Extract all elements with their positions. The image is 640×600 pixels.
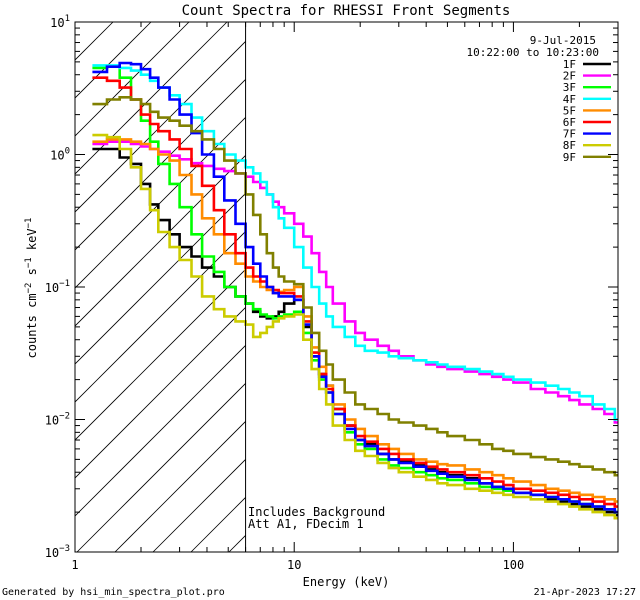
annotation-background: Includes Background bbox=[248, 505, 385, 519]
hatch-line-15 bbox=[114, 420, 246, 552]
y-label-sup-2: −1 bbox=[24, 257, 34, 268]
hatch-line-12 bbox=[75, 306, 246, 479]
hatch-line-3 bbox=[75, 22, 190, 137]
y-tick-label-0: 10−3 bbox=[45, 544, 70, 560]
y-tick-label-2: 10−1 bbox=[45, 279, 70, 295]
y-label-sup-1: −2 bbox=[24, 283, 34, 294]
legend-label-9f: 9F bbox=[563, 151, 576, 164]
x-tick-label-0: 1 bbox=[71, 558, 78, 572]
generated-by-text: Generated by hsi_min_spectra_plot.pro bbox=[2, 587, 225, 598]
hatch-line-8 bbox=[75, 154, 246, 327]
y-label-sup-3: −1 bbox=[24, 218, 34, 229]
annotation-attenuator: Att A1, FDecim 1 bbox=[248, 517, 364, 531]
y-label-mid-2: keV bbox=[25, 228, 39, 257]
legend-label-5f: 5F bbox=[563, 104, 576, 117]
legend-label-4f: 4F bbox=[563, 93, 576, 106]
legend-label-1f: 1F bbox=[563, 58, 576, 71]
chart-title: Count Spectra for RHESSI Front Segments bbox=[182, 3, 511, 19]
y-tick-label-4: 101 bbox=[50, 14, 70, 30]
y-tick-label-3: 100 bbox=[50, 147, 70, 163]
hatch-line-5 bbox=[75, 40, 246, 213]
y-axis-label: counts cm−2 s−1 keV−1 bbox=[24, 218, 39, 359]
y-label-base: counts cm bbox=[25, 293, 39, 358]
legend-label-3f: 3F bbox=[563, 81, 576, 94]
legend: 9-Jul-2015 10:22:00 to 10:23:00 1F2F3F4F… bbox=[467, 34, 611, 164]
hatch-line-10 bbox=[75, 230, 246, 403]
axis-ticks bbox=[74, 21, 619, 553]
x-tick-label-2: 100 bbox=[503, 558, 525, 572]
hatched-excluded-region bbox=[75, 22, 246, 552]
legend-date: 9-Jul-2015 bbox=[530, 34, 596, 47]
legend-time-range: 10:22:00 to 10:23:00 bbox=[467, 46, 599, 59]
hatch-line-4 bbox=[75, 22, 228, 175]
hatch-line-13 bbox=[75, 344, 246, 517]
hatch-line-16 bbox=[152, 458, 246, 552]
series-9f bbox=[92, 96, 618, 477]
y-label-mid-1: s bbox=[25, 268, 39, 282]
hatch-line-9 bbox=[75, 192, 246, 365]
x-tick-label-1: 10 bbox=[287, 558, 301, 572]
x-axis-label: Energy (keV) bbox=[303, 575, 390, 589]
series-8f bbox=[92, 133, 618, 520]
hatch-line-14 bbox=[76, 382, 246, 552]
legend-label-2f: 2F bbox=[563, 70, 576, 83]
series-4f bbox=[92, 64, 618, 421]
footer-timestamp: 21-Apr-2023 17:27 bbox=[534, 587, 636, 598]
axis-tick-labels: 1 10 100 10−3 10−2 10−1 100 101 bbox=[45, 14, 525, 572]
legend-label-7f: 7F bbox=[563, 128, 576, 141]
hatch-line-6 bbox=[75, 78, 246, 251]
hatch-line-18 bbox=[228, 534, 246, 552]
legend-label-6f: 6F bbox=[563, 116, 576, 129]
legend-label-8f: 8F bbox=[563, 139, 576, 152]
series-group bbox=[92, 61, 618, 520]
y-tick-label-1: 10−2 bbox=[45, 412, 70, 428]
